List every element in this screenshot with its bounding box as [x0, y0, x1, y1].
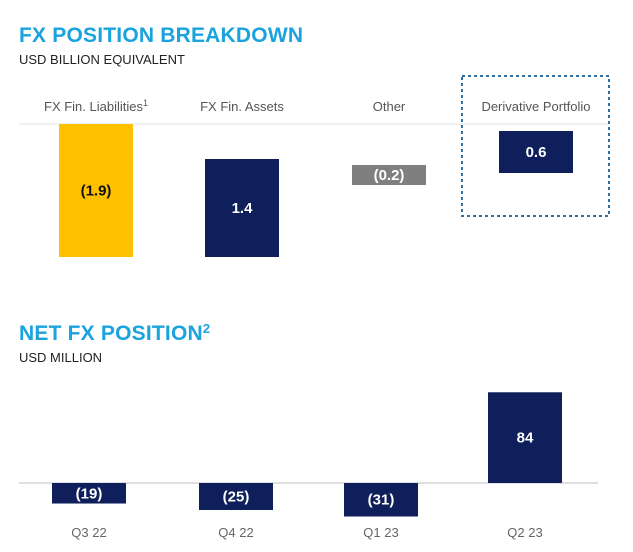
chart1-title: FX POSITION BREAKDOWN [19, 24, 304, 47]
bar [199, 483, 273, 510]
net-fx-position-chart: (19) Q3 22 (25) Q4 22 (31) Q1 23 84 Q2 23 [19, 392, 598, 540]
category-label: FX Fin. Liabilities1 [44, 98, 148, 114]
category-footnote: 1 [143, 98, 148, 108]
chart2-subtitle: USD MILLION [19, 350, 103, 365]
chart2-title: NET FX POSITION2 [19, 321, 211, 346]
chart2-title-footnote: 2 [202, 321, 211, 336]
category-label: Derivative Portfolio [481, 99, 590, 114]
data-label: 84 [517, 430, 534, 447]
bar [344, 483, 418, 517]
data-label: (0.2) [374, 167, 405, 184]
x-tick-label: Q1 23 [363, 525, 398, 540]
bar [59, 124, 133, 257]
highlight-box [461, 75, 610, 217]
category-label: Other [373, 99, 406, 114]
bar [205, 159, 279, 257]
bar [52, 483, 126, 504]
category-label: FX Fin. Assets [200, 99, 284, 114]
chart1-subtitle: USD BILLION EQUIVALENT [19, 52, 185, 67]
x-tick-label: Q3 22 [71, 525, 106, 540]
data-label: 1.4 [232, 200, 254, 217]
data-label: (31) [368, 492, 395, 509]
bar [352, 165, 426, 185]
chart2-title-text: NET FX POSITION [19, 322, 203, 345]
bar [488, 392, 562, 483]
data-label: 0.6 [526, 144, 547, 161]
data-label: (1.9) [81, 183, 112, 200]
x-tick-label: Q2 23 [507, 525, 542, 540]
data-label: (19) [76, 485, 103, 502]
bar [499, 131, 573, 173]
data-label: (25) [223, 489, 250, 506]
fx-breakdown-chart: FX Fin. Liabilities1 (1.9) FX Fin. Assets 1… [19, 75, 610, 257]
x-tick-label: Q4 22 [218, 525, 253, 540]
